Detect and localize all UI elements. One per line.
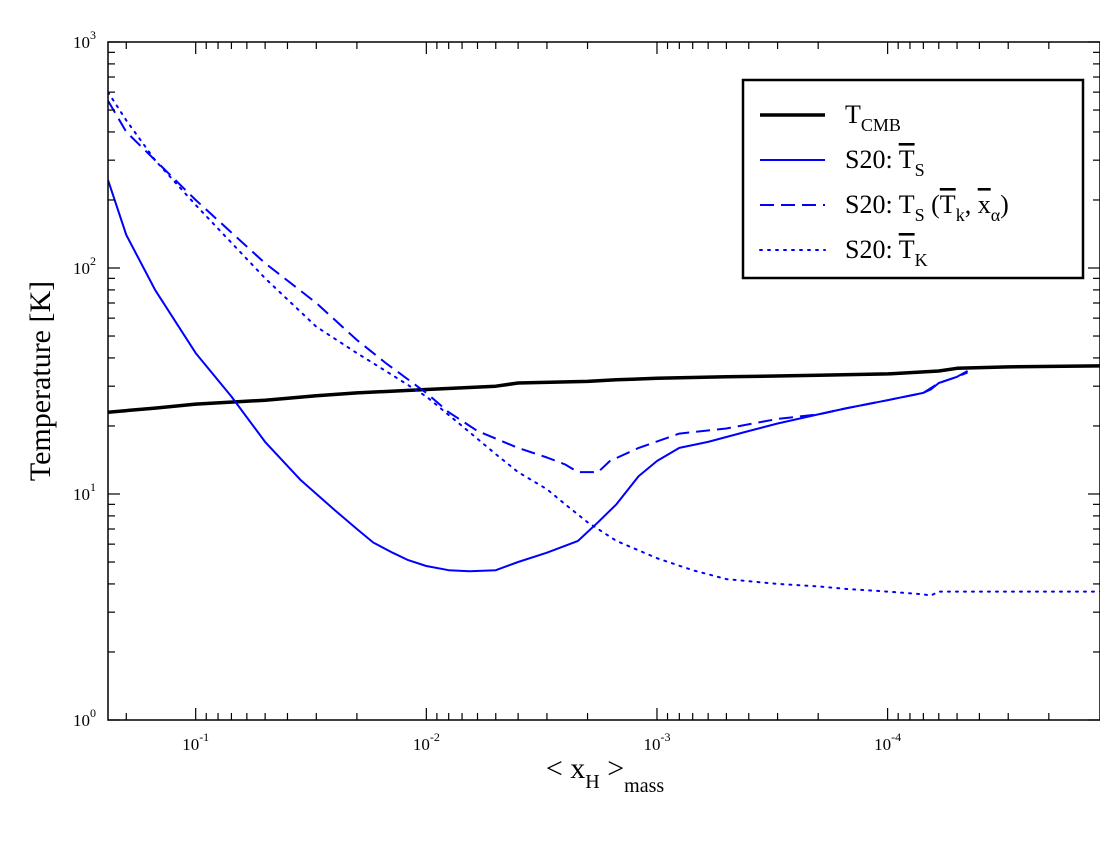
series-line-1 <box>108 179 969 573</box>
x-tick-label: 10-1 <box>182 730 209 754</box>
legend-symbol: T <box>845 100 861 129</box>
x-tick-base: 10 <box>874 735 891 754</box>
x-axis-title-sub: H <box>585 771 599 793</box>
legend-prefix: S20: <box>845 145 899 174</box>
legend-subscript: S <box>915 160 925 180</box>
series-group <box>108 91 1100 597</box>
plot-frame <box>107 41 1100 721</box>
series-line-0 <box>108 364 1100 414</box>
legend-comma: , <box>965 190 978 219</box>
y-axis-title: Temperature [K] <box>24 281 57 481</box>
x-tick-exponent: -4 <box>891 730 901 744</box>
y-tick-exponent: 2 <box>90 254 96 268</box>
series-line-3 <box>108 91 1100 597</box>
legend-subscript: K <box>915 250 928 270</box>
legend-label-1: S20: TS <box>845 145 925 180</box>
y-tick-exponent: 3 <box>90 28 96 42</box>
legend-symbol: T <box>899 145 915 174</box>
legend-arg-x-sub: α <box>991 205 1001 225</box>
legend-arg-x: x <box>978 190 991 219</box>
legend-box <box>741 78 1085 280</box>
plot-area <box>108 91 1100 597</box>
x-tick-base: 10 <box>413 735 430 754</box>
x-axis-title: < xH >mass <box>546 752 665 797</box>
legend-symbol: T <box>899 235 915 264</box>
y-tick-exponent: 1 <box>90 480 96 494</box>
y-tick-label: 103 <box>73 28 96 52</box>
x-tick-label: 10-2 <box>413 730 440 754</box>
axes: 10-1 10-2 10-3 10-4100101102103Temperature … <box>24 28 1100 797</box>
y-tick-label: 101 <box>73 480 96 504</box>
x-tick-label: 10-4 <box>874 730 901 754</box>
legend-label-3: S20: TK <box>845 235 928 270</box>
y-tick-exponent: 0 <box>90 706 96 720</box>
legend-label-0: TCMB <box>845 100 901 135</box>
x-axis-title-main: < x <box>546 752 585 785</box>
x-tick-exponent: -3 <box>660 730 670 744</box>
series-line-2 <box>108 100 968 474</box>
y-tick-base: 10 <box>73 33 90 52</box>
legend-label-2: S20: TS (Tk, xα) <box>845 190 1009 225</box>
y-tick-label: 102 <box>73 254 96 278</box>
legend-prefix: S20: <box>845 190 899 219</box>
legend-prefix: S20: <box>845 235 899 264</box>
x-axis-title-close: > <box>600 752 624 785</box>
legend-paren-open: ( <box>925 190 940 219</box>
x-axis-title-mass: mass <box>624 775 664 797</box>
legend-arg-t-sub: k <box>956 205 965 225</box>
y-tick-base: 10 <box>73 485 90 504</box>
legend-paren-close: ) <box>1000 190 1009 219</box>
y-tick-base: 10 <box>73 711 90 730</box>
legend-symbol: T <box>899 190 915 219</box>
y-tick-base: 10 <box>73 259 90 278</box>
legend-subscript: S <box>915 205 925 225</box>
x-tick-exponent: -2 <box>430 730 440 744</box>
x-tick-base: 10 <box>182 735 199 754</box>
y-tick-label: 100 <box>73 706 96 730</box>
x-tick-base: 10 <box>643 735 660 754</box>
legend-arg-t: T <box>940 190 956 219</box>
legend-subscript: CMB <box>861 115 901 135</box>
x-tick-label: 10-3 <box>643 730 670 754</box>
x-tick-exponent: -1 <box>199 730 209 744</box>
